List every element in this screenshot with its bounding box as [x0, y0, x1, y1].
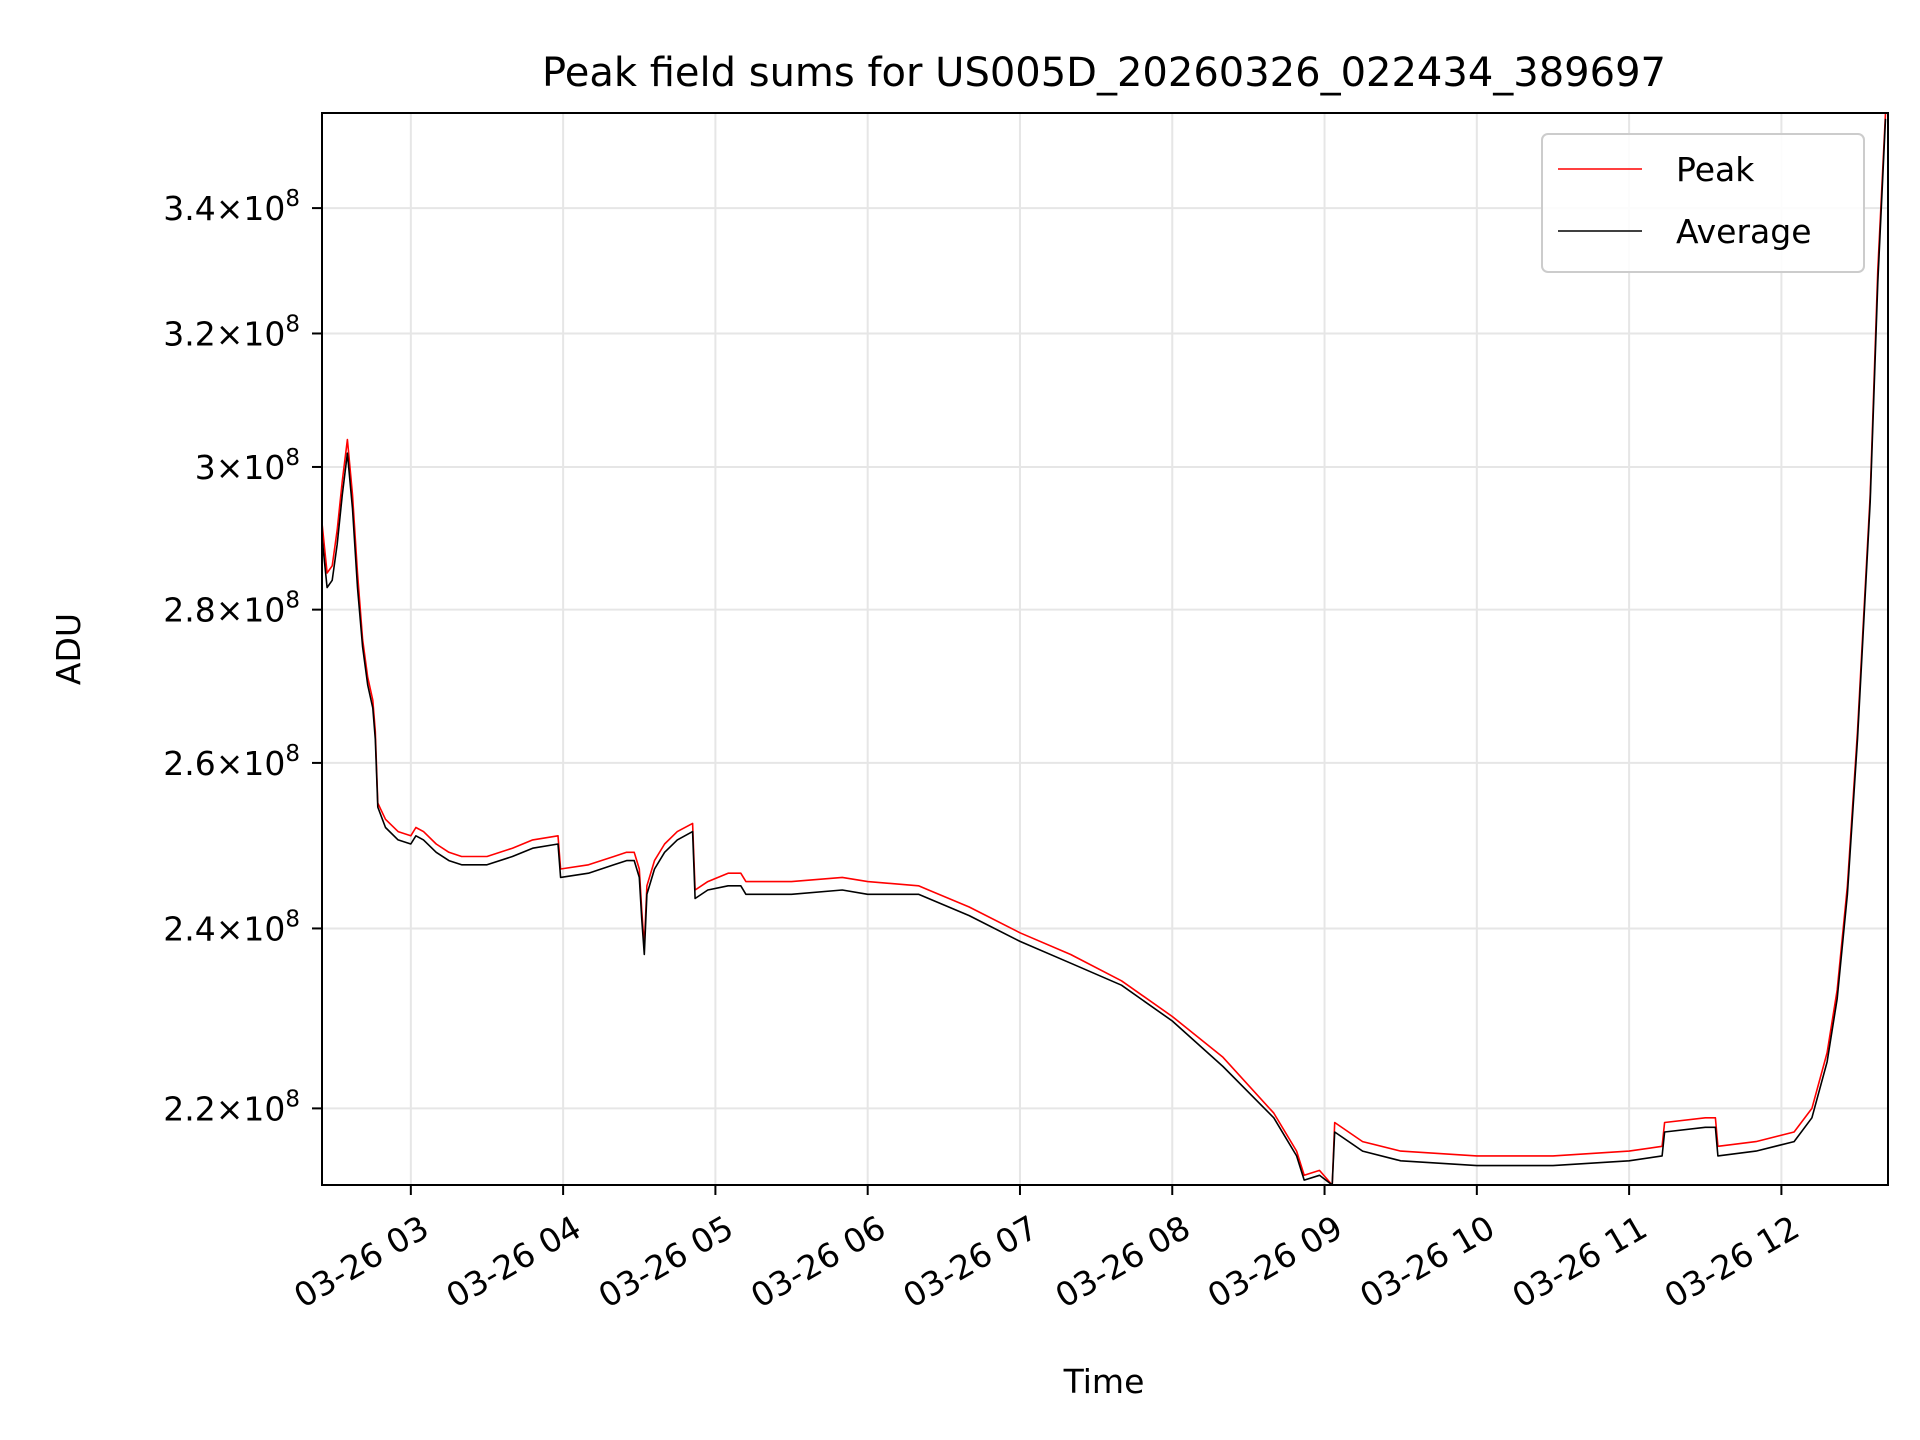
grid	[322, 113, 1888, 1185]
x-axis-label: Time	[1063, 1362, 1145, 1401]
y-tick-label: 2.4×108	[163, 906, 300, 948]
plot-frame	[321, 112, 1889, 1186]
y-tick-label: 2.2×108	[163, 1086, 300, 1128]
y-axis: 2.2×108 2.4×108 2.6×108 2.8×108 3×108 3.2×108…	[163, 186, 322, 1128]
legend-label-average: Average	[1676, 212, 1812, 251]
legend-label-peak: Peak	[1676, 150, 1755, 189]
y-tick-label: 2.6×108	[163, 741, 300, 783]
y-tick-label: 2.8×108	[163, 588, 300, 630]
plot-area	[321, 112, 1887, 1186]
y-tick-label: 3.4×108	[163, 186, 300, 228]
y-tick-label: 3×108	[195, 445, 300, 487]
legend: Peak Average	[1541, 133, 1865, 273]
y-axis-label: ADU	[49, 613, 88, 685]
series-line-peak	[321, 112, 1887, 1186]
y-tick-label: 3.2×108	[163, 311, 300, 353]
series-line-average	[321, 118, 1887, 1186]
chart-title: Peak field sums for US005D_20260326_0224…	[542, 50, 1666, 96]
